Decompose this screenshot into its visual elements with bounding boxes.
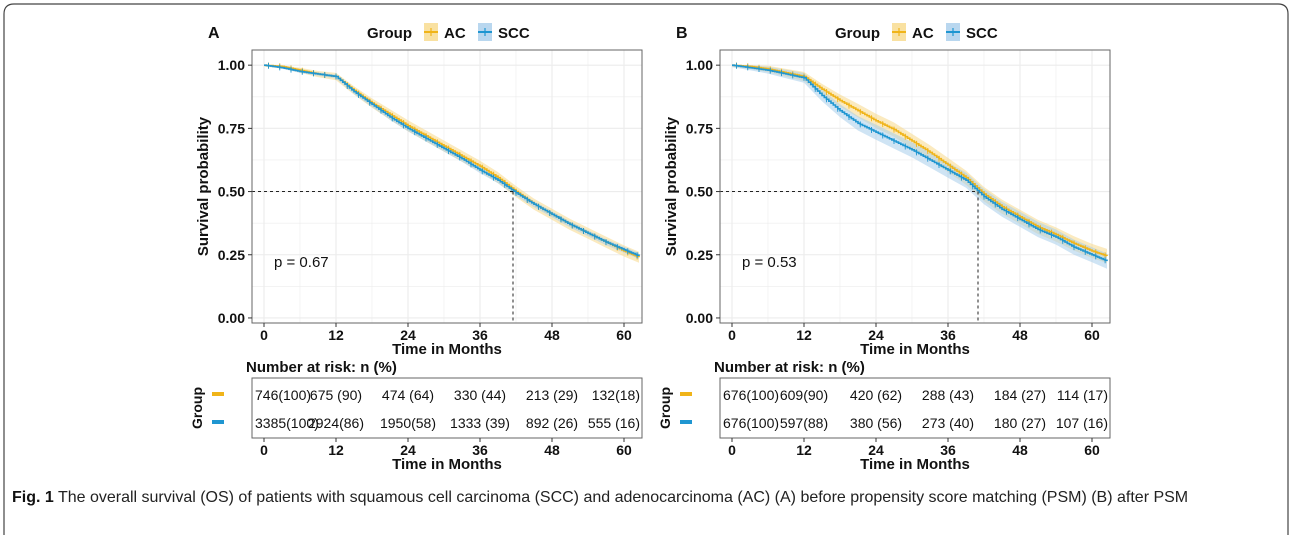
- risk-x-axis-title: Time in Months: [392, 456, 502, 473]
- risk-cell: 114 (17): [1057, 387, 1108, 403]
- caption-label: Fig. 1: [12, 489, 54, 506]
- risk-table-title: Number at risk: n (%): [714, 359, 865, 376]
- plot-area: [252, 50, 642, 323]
- risk-table-box: [719, 377, 1111, 439]
- legend-label-ac: AC: [444, 25, 466, 42]
- x-tick-label: 24: [868, 327, 884, 343]
- risk-cell: 2924(86): [308, 415, 364, 431]
- risk-cell: 3385(100): [255, 415, 319, 431]
- risk-cell: 555 (16): [588, 415, 640, 431]
- ci-band-scc: [732, 65, 1107, 269]
- risk-cell: 273 (40): [922, 415, 974, 431]
- risk-cell: 676(100): [723, 387, 779, 403]
- risk-cell: 892 (26): [526, 415, 578, 431]
- risk-cell: 746(100): [255, 387, 311, 403]
- risk-cell: 213 (29): [526, 387, 578, 403]
- x-tick-label: 0: [260, 327, 268, 343]
- x-tick-label: 12: [796, 327, 812, 343]
- legend-label-scc: SCC: [498, 25, 530, 42]
- risk-cell: 288 (43): [922, 387, 974, 403]
- risk-cell: 676(100): [723, 415, 779, 431]
- risk-cell: 184 (27): [994, 387, 1046, 403]
- plot-border: [719, 49, 1111, 324]
- y-tick-label: 0.50: [686, 184, 713, 200]
- panel-a: A Group AC SCC p = 0.67 0.00 0.25 0.50 0.75 1.00 0…: [189, 23, 643, 473]
- panel-b: B Group AC SCC p = 0.53 0.00 0.25 0.50 0.75 1.00 0…: [657, 23, 1111, 473]
- risk-cell: 609(90): [780, 387, 828, 403]
- risk-x-tick-label: 12: [328, 442, 344, 458]
- legend: Group AC SCC: [367, 23, 530, 42]
- risk-cell: 597(88): [780, 415, 828, 431]
- risk-cell: 107 (16): [1056, 415, 1108, 431]
- risk-cell: 1950(58): [380, 415, 436, 431]
- y-tick-label: 0.75: [686, 120, 713, 136]
- risk-cell: 180 (27): [994, 415, 1046, 431]
- risk-x-tick-label: 24: [868, 442, 884, 458]
- km-curve-scc: [264, 64, 640, 256]
- risk-cell: 380 (56): [850, 415, 902, 431]
- x-tick-label: 60: [1084, 327, 1100, 343]
- y-tick-label: 0.50: [218, 184, 245, 200]
- x-tick-label: 12: [328, 327, 344, 343]
- legend-label-scc: SCC: [966, 25, 998, 42]
- risk-x-tick-label: 12: [796, 442, 812, 458]
- risk-x-tick-label: 48: [544, 442, 560, 458]
- km-curve-scc: [732, 64, 1108, 262]
- x-tick-label: 48: [1012, 327, 1028, 343]
- y-tick-label: 1.00: [218, 57, 245, 73]
- x-tick-label: 24: [400, 327, 416, 343]
- p-value-annotation: p = 0.53: [742, 254, 797, 271]
- risk-table-title: Number at risk: n (%): [246, 359, 397, 376]
- y-tick-label: 0.00: [218, 310, 245, 326]
- risk-table-box: [251, 377, 643, 439]
- plot-area: [720, 50, 1110, 323]
- risk-cell: 330 (44): [454, 387, 506, 403]
- risk-x-tick-label: 48: [1012, 442, 1028, 458]
- legend-label-ac: AC: [912, 25, 934, 42]
- y-tick-label: 1.00: [686, 57, 713, 73]
- risk-x-tick-label: 60: [1084, 442, 1100, 458]
- risk-cell: 474 (64): [382, 387, 434, 403]
- caption-text: The overall survival (OS) of patients wi…: [53, 489, 1189, 506]
- risk-x-axis-title: Time in Months: [860, 456, 970, 473]
- plot-border: [251, 49, 643, 324]
- x-tick-label: 0: [728, 327, 736, 343]
- panel-letter: A: [208, 25, 220, 42]
- legend: Group AC SCC: [835, 23, 998, 42]
- risk-cell: 675 (90): [310, 387, 362, 403]
- x-tick-label: 48: [544, 327, 560, 343]
- risk-x-tick-label: 0: [728, 442, 736, 458]
- x-axis-title: Time in Months: [860, 341, 970, 358]
- x-tick-label: 60: [616, 327, 632, 343]
- y-axis-title: Survival probability: [663, 116, 680, 256]
- risk-cell: 420 (62): [850, 387, 902, 403]
- y-tick-label: 0.25: [218, 247, 245, 263]
- risk-group-label: Group: [657, 387, 673, 429]
- figure-border: [3, 3, 1289, 535]
- figure-caption: Fig. 1 The overall survival (OS) of pati…: [12, 486, 1277, 510]
- x-tick-label: 36: [940, 327, 956, 343]
- legend-title: Group: [367, 25, 412, 42]
- x-tick-label: 36: [472, 327, 488, 343]
- risk-x-tick-label: 36: [472, 442, 488, 458]
- p-value-annotation: p = 0.67: [274, 254, 329, 271]
- risk-x-tick-label: 36: [940, 442, 956, 458]
- risk-cell: 1333 (39): [450, 415, 510, 431]
- risk-cell: 132(18): [592, 387, 640, 403]
- x-axis-title: Time in Months: [392, 341, 502, 358]
- y-axis-title: Survival probability: [195, 116, 212, 256]
- y-tick-label: 0.25: [686, 247, 713, 263]
- legend-title: Group: [835, 25, 880, 42]
- y-tick-label: 0.75: [218, 120, 245, 136]
- gridlines: [252, 50, 642, 323]
- risk-x-tick-label: 0: [260, 442, 268, 458]
- risk-x-tick-label: 60: [616, 442, 632, 458]
- y-tick-label: 0.00: [686, 310, 713, 326]
- risk-x-tick-label: 24: [400, 442, 416, 458]
- risk-group-label: Group: [189, 387, 205, 429]
- panel-letter: B: [676, 25, 688, 42]
